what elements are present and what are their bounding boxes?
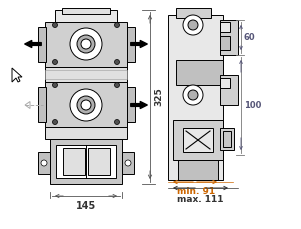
Circle shape	[114, 82, 119, 87]
Bar	[45, 70, 127, 79]
Bar	[220, 75, 238, 105]
Bar	[220, 128, 234, 150]
Bar	[127, 87, 135, 122]
Bar	[63, 148, 85, 175]
Circle shape	[114, 60, 119, 65]
Circle shape	[183, 15, 203, 35]
Bar	[220, 78, 230, 88]
Bar	[45, 82, 127, 127]
Bar	[55, 10, 117, 22]
Circle shape	[70, 28, 102, 60]
Bar	[220, 36, 230, 50]
Circle shape	[114, 120, 119, 125]
Bar	[38, 27, 46, 62]
Bar	[45, 67, 127, 82]
Bar	[173, 120, 223, 160]
Bar	[88, 148, 110, 175]
Bar	[183, 128, 213, 152]
Text: 100: 100	[244, 101, 261, 109]
Circle shape	[114, 22, 119, 27]
Circle shape	[52, 22, 57, 27]
Circle shape	[70, 89, 102, 121]
Circle shape	[188, 90, 198, 100]
Bar	[127, 27, 135, 62]
Bar	[62, 8, 110, 14]
Circle shape	[77, 96, 95, 114]
Bar	[176, 60, 223, 85]
Circle shape	[52, 60, 57, 65]
Bar	[176, 8, 211, 18]
Bar	[168, 15, 223, 180]
Text: min. 91: min. 91	[177, 186, 215, 196]
Circle shape	[41, 160, 47, 166]
Bar	[220, 22, 230, 32]
Circle shape	[81, 100, 91, 110]
Circle shape	[52, 82, 57, 87]
Circle shape	[77, 35, 95, 53]
Circle shape	[125, 160, 131, 166]
Text: 145: 145	[76, 201, 96, 211]
Circle shape	[52, 120, 57, 125]
Bar	[178, 160, 218, 180]
Circle shape	[188, 20, 198, 30]
Bar	[50, 139, 122, 184]
Bar	[38, 152, 50, 174]
Bar	[38, 87, 46, 122]
Bar	[56, 145, 116, 178]
Text: 325: 325	[154, 88, 163, 106]
Bar	[223, 131, 231, 147]
Bar	[45, 127, 127, 139]
Polygon shape	[12, 68, 22, 82]
Text: max. 111: max. 111	[177, 196, 223, 204]
Bar	[122, 152, 134, 174]
Circle shape	[183, 85, 203, 105]
Text: 60: 60	[244, 33, 256, 41]
Bar	[45, 22, 127, 67]
Bar	[220, 20, 238, 55]
Circle shape	[81, 39, 91, 49]
